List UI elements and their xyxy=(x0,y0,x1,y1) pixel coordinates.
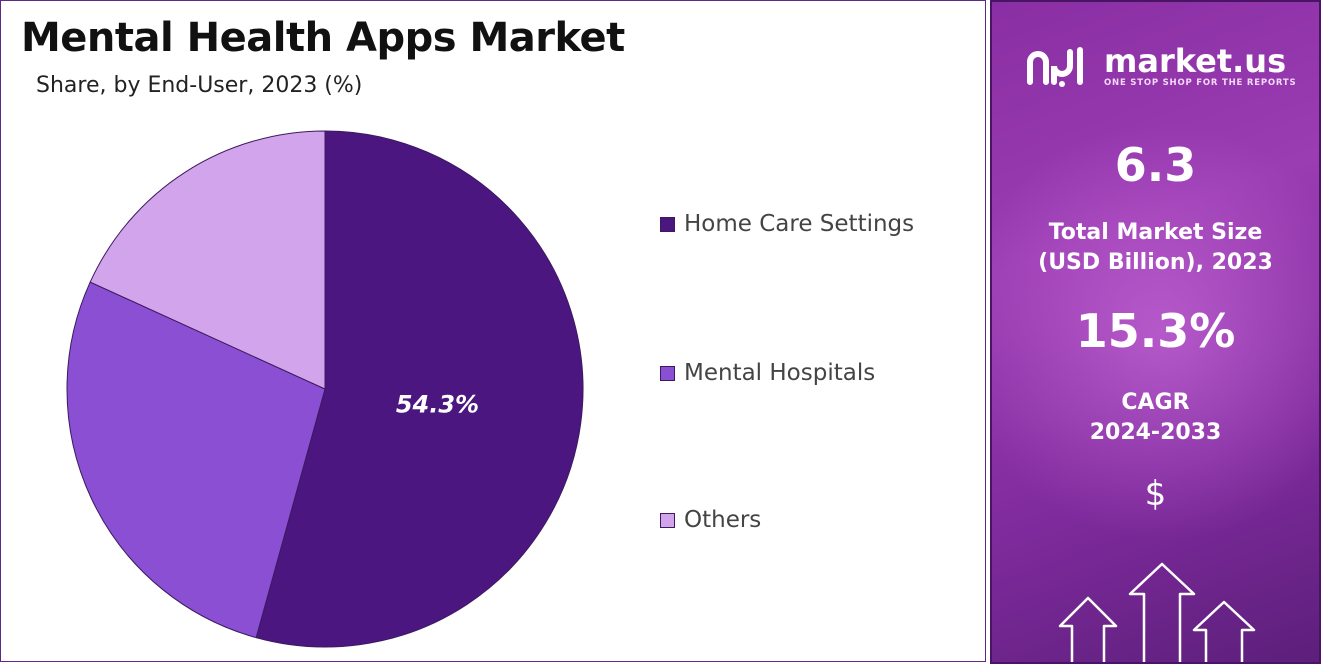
pie-slice-others xyxy=(89,130,326,390)
legend-label: Home Care Settings xyxy=(684,211,915,237)
legend-item-mental-hospitals: Mental Hospitals xyxy=(660,360,875,386)
chart-subtitle: Share, by End-User, 2023 (%) xyxy=(36,73,363,98)
legend-item-others: Others xyxy=(660,507,761,533)
pie-chart: 54.3% xyxy=(66,130,584,648)
pie-slice-mental-hospitals xyxy=(66,281,326,639)
pie-slice-home-care-settings xyxy=(255,130,584,648)
market-size-value: 6.3 xyxy=(1114,138,1197,192)
legend-swatch xyxy=(660,216,675,232)
cagr-caption-line2: 2024-2033 xyxy=(1089,420,1222,445)
legend-label: Mental Hospitals xyxy=(684,360,876,386)
legend-swatch xyxy=(660,512,675,528)
market-size-caption-line1: Total Market Size xyxy=(1048,220,1263,245)
brand-tagline: ONE STOP SHOP FOR THE REPORTS xyxy=(1104,78,1297,88)
market-size-caption-line2: (USD Billion), 2023 xyxy=(1038,250,1273,275)
legend-label: Others xyxy=(684,507,762,533)
pie-data-label: 54.3% xyxy=(396,390,479,418)
cagr-value: 15.3% xyxy=(1075,304,1236,358)
background-glow xyxy=(992,122,1319,542)
market-us-logo-icon xyxy=(1027,47,1083,87)
brand-name: market.us xyxy=(1104,42,1287,80)
legend-swatch xyxy=(660,365,675,381)
cagr-caption-line1: CAGR xyxy=(1121,390,1190,415)
growth-arrows-icon xyxy=(1058,562,1256,662)
chart-title: Mental Health Apps Market xyxy=(21,15,625,61)
summary-sidebar: market.us ONE STOP SHOP FOR THE REPORTS … xyxy=(990,0,1321,664)
chart-panel: Mental Health Apps Market Share, by End-… xyxy=(0,0,986,662)
legend-item-home-care: Home Care Settings xyxy=(660,211,914,237)
dollar-icon: $ xyxy=(1144,474,1167,514)
